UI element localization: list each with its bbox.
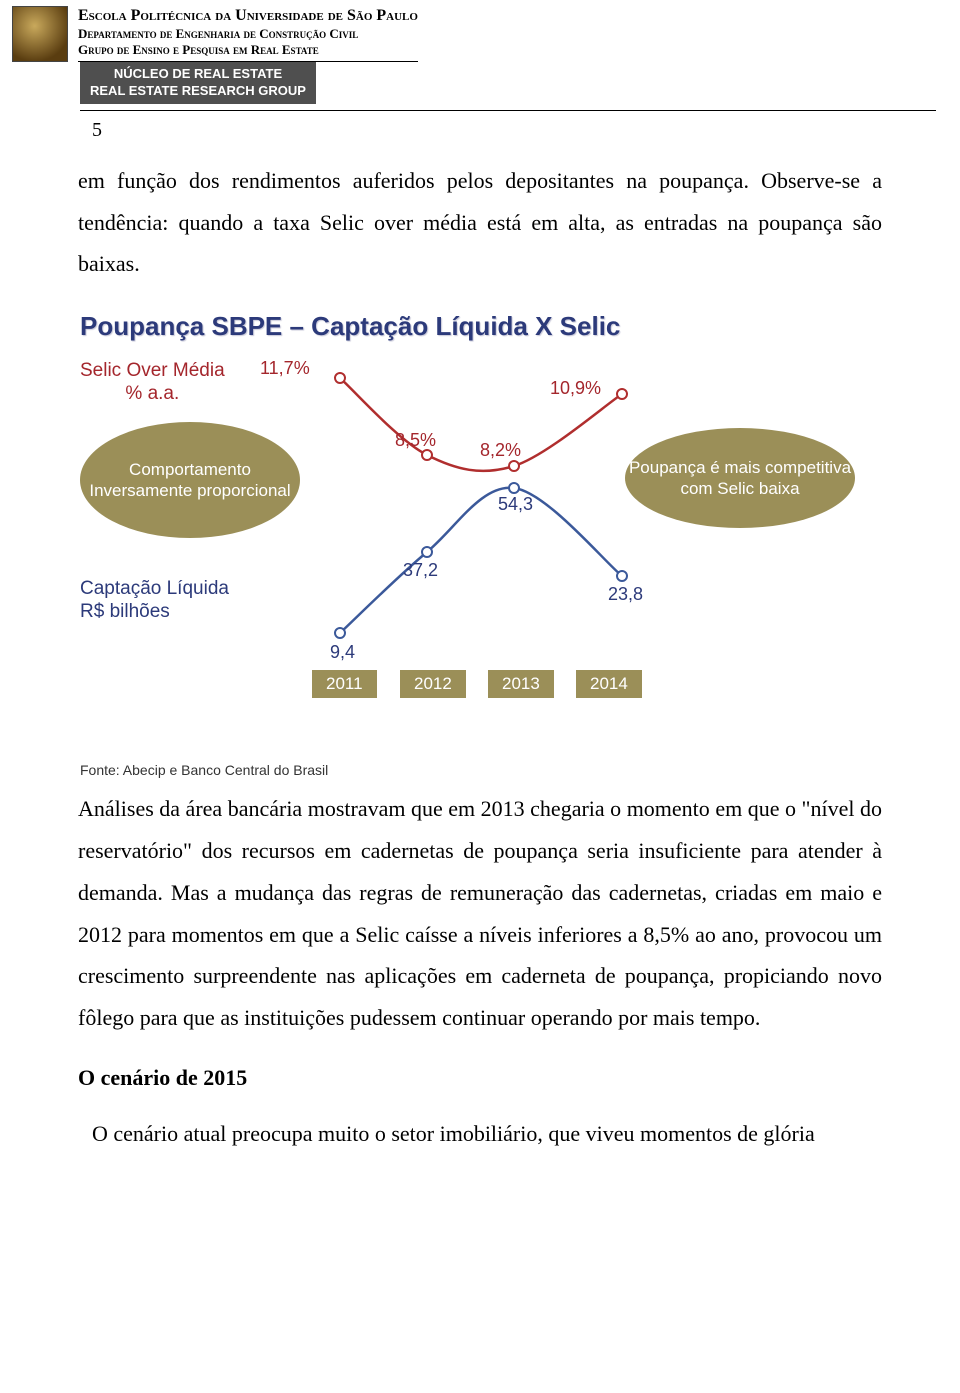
chart-source: Fonte: Abecip e Banco Central do Brasil (80, 762, 900, 778)
ellipse-left-annotation: Comportamento Inversamente proporcional (80, 422, 300, 538)
page-number: 5 (92, 119, 948, 142)
captacao-value-2013: 54,3 (498, 494, 533, 515)
ellipse-right-text: Poupança é mais competitiva com Selic ba… (625, 457, 855, 500)
body-text: em função dos rendimentos auferidos pelo… (0, 160, 960, 285)
captacao-line (340, 488, 622, 633)
year-2012: 2012 (400, 670, 466, 698)
paragraph-2: Análises da área bancária mostravam que … (78, 788, 882, 1039)
selic-value-2014: 10,9% (550, 378, 601, 399)
ellipse-right-annotation: Poupança é mais competitiva com Selic ba… (625, 428, 855, 528)
year-2014: 2014 (576, 670, 642, 698)
paragraph-1: em função dos rendimentos auferidos pelo… (78, 160, 882, 285)
captacao-value-2011: 9,4 (330, 642, 355, 663)
paragraph-3: O cenário atual preocupa muito o setor i… (78, 1113, 882, 1155)
year-2013: 2013 (488, 670, 554, 698)
page-header: Escola Politécnica da Universidade de Sã… (0, 0, 960, 142)
captacao-axis-label: Captação Líquida R$ bilhões (80, 578, 229, 624)
chart-title: Poupança SBPE – Captação Líquida X Selic (80, 311, 900, 342)
institution-line2: Departamento de Engenharia de Construção… (78, 26, 418, 42)
selic-value-2011: 11,7% (260, 358, 310, 379)
selic-axis-label: Selic Over Média % a.a. (80, 360, 225, 406)
captacao-value-2012: 37,2 (403, 560, 438, 581)
captacao-markers (335, 483, 627, 638)
section-heading-2015: O cenário de 2015 (78, 1057, 882, 1099)
header-divider-2 (80, 110, 936, 111)
selic-value-2012: 8,5% (395, 430, 436, 451)
selic-value-2013: 8,2% (480, 440, 521, 461)
research-group-badge: NÚCLEO DE REAL ESTATE REAL ESTATE RESEAR… (80, 62, 316, 104)
captacao-label-l2: R$ bilhões (80, 601, 229, 624)
university-seal-icon (12, 6, 68, 62)
selic-label-l2: % a.a. (80, 383, 225, 406)
selic-label-l1: Selic Over Média (80, 360, 225, 383)
chart-area: Selic Over Média % a.a. Comportamento In… (80, 360, 880, 720)
captacao-label-l1: Captação Líquida (80, 578, 229, 601)
captacao-value-2014: 23,8 (608, 584, 643, 605)
nucleo-line2: REAL ESTATE RESEARCH GROUP (90, 83, 306, 100)
body-text-2: Análises da área bancária mostravam que … (0, 788, 960, 1154)
nucleo-line1: NÚCLEO DE REAL ESTATE (90, 66, 306, 83)
ellipse-left-text: Comportamento Inversamente proporcional (80, 459, 300, 502)
chart-block: Poupança SBPE – Captação Líquida X Selic… (0, 303, 960, 788)
institution-lines: Escola Politécnica da Universidade de Sã… (78, 6, 418, 62)
year-2011: 2011 (312, 670, 377, 698)
header-row: Escola Politécnica da Universidade de Sã… (12, 6, 948, 62)
institution-line1: Escola Politécnica da Universidade de Sã… (78, 6, 418, 26)
institution-line3: Grupo de Ensino e Pesquisa em Real Estat… (78, 42, 418, 58)
